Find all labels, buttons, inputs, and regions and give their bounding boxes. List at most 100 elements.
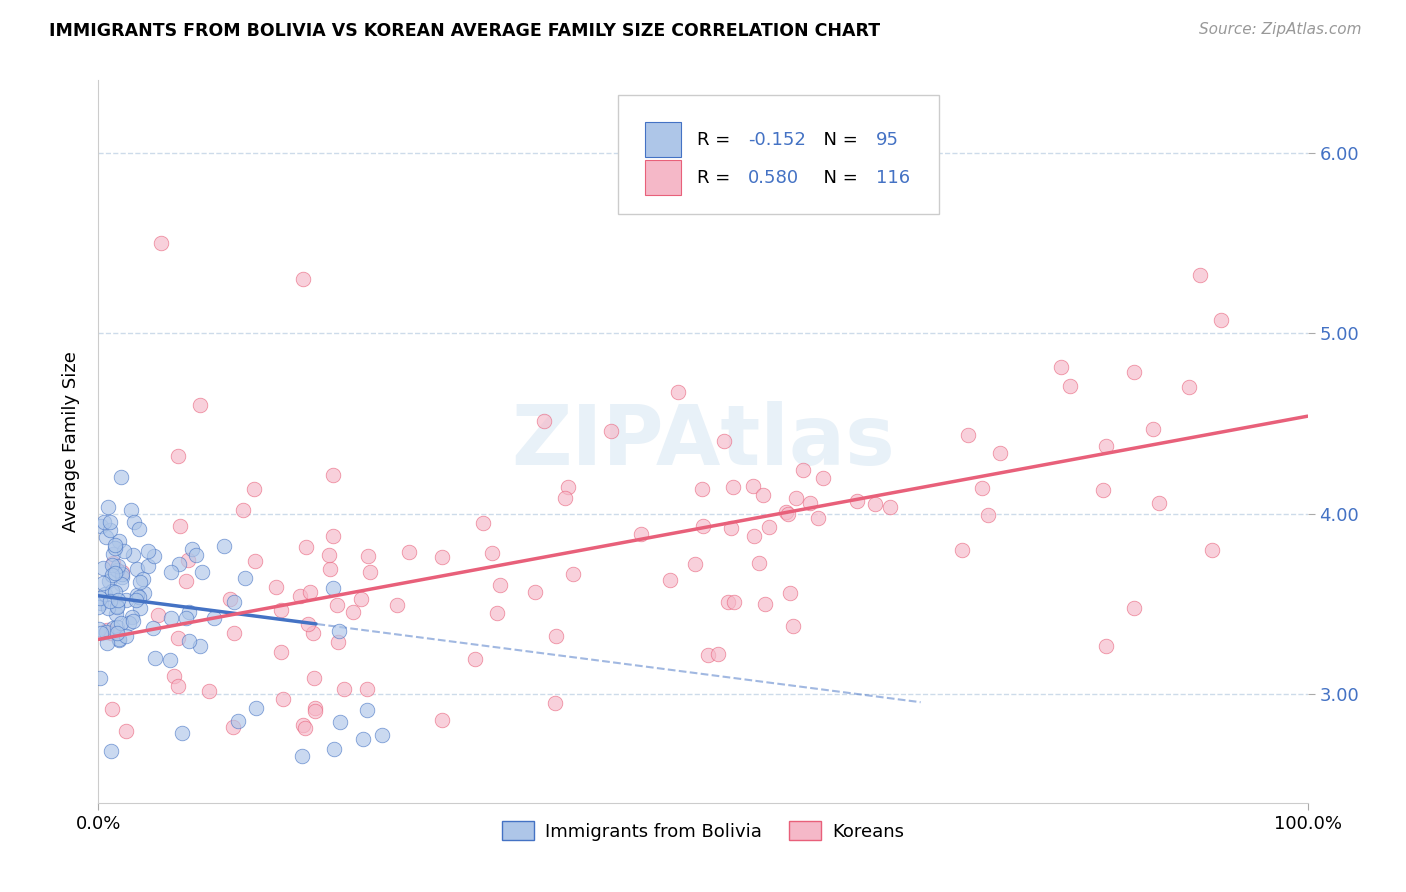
- Point: [1189, 268, 1212, 282]
- Text: 116: 116: [876, 169, 910, 186]
- Point: [696, 648, 718, 663]
- Point: [533, 414, 555, 428]
- Point: [128, 575, 150, 590]
- Point: [385, 599, 408, 613]
- Point: [98, 523, 121, 537]
- Point: [1123, 601, 1146, 615]
- Point: [432, 549, 454, 564]
- Point: [666, 385, 689, 400]
- Point: [186, 548, 208, 562]
- Point: [104, 585, 127, 599]
- Point: [222, 595, 245, 609]
- Point: [1049, 360, 1071, 375]
- Point: [1123, 365, 1146, 379]
- Point: [294, 721, 316, 735]
- Point: [318, 548, 340, 562]
- Text: R =: R =: [697, 130, 735, 149]
- Point: [325, 598, 347, 612]
- Point: [198, 684, 221, 698]
- Point: [129, 601, 152, 615]
- Point: [524, 585, 547, 599]
- Point: [785, 491, 807, 505]
- Point: [352, 731, 374, 746]
- Text: Source: ZipAtlas.com: Source: ZipAtlas.com: [1198, 22, 1361, 37]
- Point: [181, 541, 204, 556]
- Point: [1091, 483, 1114, 497]
- Point: [333, 681, 356, 696]
- Point: [302, 626, 325, 640]
- Point: [224, 626, 246, 640]
- Point: [104, 607, 127, 621]
- Point: [977, 508, 1000, 522]
- Point: [294, 540, 316, 554]
- Point: [792, 463, 814, 477]
- Point: [174, 611, 197, 625]
- Point: [134, 585, 156, 599]
- Point: [98, 516, 121, 530]
- Point: [177, 553, 200, 567]
- Point: [754, 597, 776, 611]
- Bar: [645, 122, 682, 157]
- Point: [322, 581, 344, 595]
- Point: [202, 611, 225, 625]
- Point: [245, 700, 267, 714]
- Text: -0.152: -0.152: [748, 130, 806, 149]
- Point: [270, 603, 292, 617]
- Point: [292, 718, 315, 732]
- Point: [98, 594, 121, 608]
- Point: [167, 679, 190, 693]
- Point: [110, 576, 132, 591]
- Point: [630, 527, 652, 541]
- Point: [472, 516, 495, 531]
- Point: [162, 668, 184, 682]
- Point: [950, 542, 973, 557]
- Point: [103, 541, 125, 555]
- Point: [326, 635, 349, 649]
- Point: [302, 671, 325, 685]
- Point: [956, 427, 979, 442]
- Point: [879, 500, 901, 514]
- Point: [107, 599, 129, 613]
- Point: [554, 491, 576, 505]
- Point: [111, 565, 134, 579]
- Point: [243, 554, 266, 568]
- Point: [136, 558, 159, 573]
- Point: [124, 515, 146, 529]
- Point: [108, 633, 131, 648]
- Point: [322, 529, 344, 543]
- Point: [179, 634, 201, 648]
- Point: [101, 557, 124, 571]
- Point: [328, 624, 350, 638]
- Point: [89, 591, 111, 606]
- Point: [166, 449, 188, 463]
- Point: [112, 544, 135, 558]
- Point: [562, 566, 585, 581]
- Point: [546, 629, 568, 643]
- Text: N =: N =: [811, 130, 863, 149]
- Point: [115, 723, 138, 738]
- Point: [105, 563, 128, 577]
- Point: [226, 714, 249, 729]
- Point: [146, 608, 169, 623]
- Point: [212, 539, 235, 553]
- Point: [90, 625, 112, 640]
- Point: [720, 521, 742, 535]
- Point: [299, 585, 322, 599]
- Point: [105, 625, 128, 640]
- Point: [350, 592, 373, 607]
- Point: [104, 538, 127, 552]
- Point: [97, 601, 120, 615]
- Point: [105, 620, 128, 634]
- Text: 0.580: 0.580: [748, 169, 799, 186]
- Point: [174, 574, 197, 589]
- Point: [356, 549, 378, 563]
- Point: [118, 616, 141, 631]
- Point: [1095, 439, 1118, 453]
- Point: [846, 493, 869, 508]
- Point: [97, 574, 120, 589]
- Point: [125, 589, 148, 603]
- Y-axis label: Average Family Size: Average Family Size: [62, 351, 80, 532]
- Point: [464, 652, 486, 666]
- Text: 95: 95: [876, 130, 898, 149]
- Point: [304, 704, 326, 718]
